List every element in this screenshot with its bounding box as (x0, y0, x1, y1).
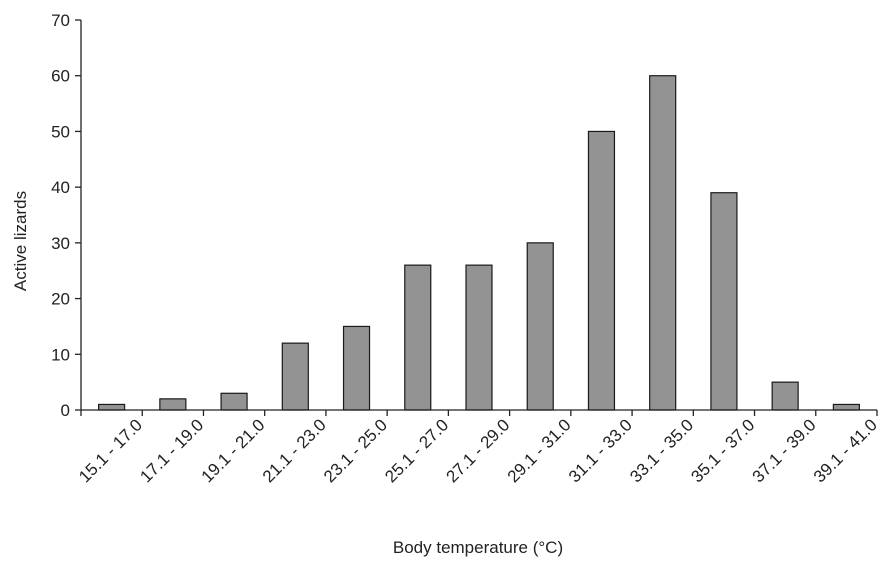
x-tick-label: 29.1 - 31.0 (504, 415, 575, 486)
y-tick-label: 30 (51, 234, 70, 253)
y-axis-title: Active lizards (11, 191, 30, 291)
x-tick-label: 35.1 - 37.0 (687, 415, 758, 486)
y-axis-ticks: 0 10 20 30 40 50 60 70 (51, 11, 81, 420)
x-tick-label: 15.1 - 17.0 (75, 415, 146, 486)
y-tick-label: 70 (51, 11, 70, 30)
y-tick-label: 60 (51, 67, 70, 86)
bar (98, 403, 126, 411)
x-tick-label: 19.1 - 21.0 (198, 415, 269, 486)
axes (80, 20, 877, 411)
bar (465, 264, 493, 411)
bar (159, 398, 187, 411)
x-tick-label: 31.1 - 33.0 (565, 415, 636, 486)
bar (342, 325, 371, 411)
bar (281, 342, 309, 411)
x-axis-title: Body temperature (°C) (393, 538, 563, 557)
bar (526, 242, 554, 411)
x-tick-label: 17.1 - 19.0 (136, 415, 207, 486)
bar (832, 403, 860, 411)
x-tick-label: 21.1 - 23.0 (259, 415, 330, 486)
bar (587, 130, 616, 411)
y-tick-label: 20 (51, 290, 70, 309)
bar (220, 392, 248, 411)
y-tick-label: 40 (51, 178, 70, 197)
bars (98, 75, 860, 411)
bar (649, 75, 677, 411)
y-tick-label: 10 (51, 345, 70, 364)
x-tick-label: 27.1 - 29.0 (443, 415, 514, 486)
y-tick-label: 0 (61, 401, 70, 420)
bar (404, 264, 432, 411)
bar (771, 381, 799, 411)
x-tick-label: 25.1 - 27.0 (381, 415, 452, 486)
x-tick-label: 37.1 - 39.0 (749, 415, 820, 486)
x-axis-ticks: 15.1 - 17.017.1 - 19.019.1 - 21.021.1 - … (75, 410, 881, 486)
bar (710, 192, 738, 411)
y-tick-label: 50 (51, 122, 70, 141)
x-tick-label: 23.1 - 25.0 (320, 415, 391, 486)
x-tick-label: 33.1 - 35.0 (626, 415, 697, 486)
x-tick-label: 39.1 - 41.0 (810, 415, 881, 486)
